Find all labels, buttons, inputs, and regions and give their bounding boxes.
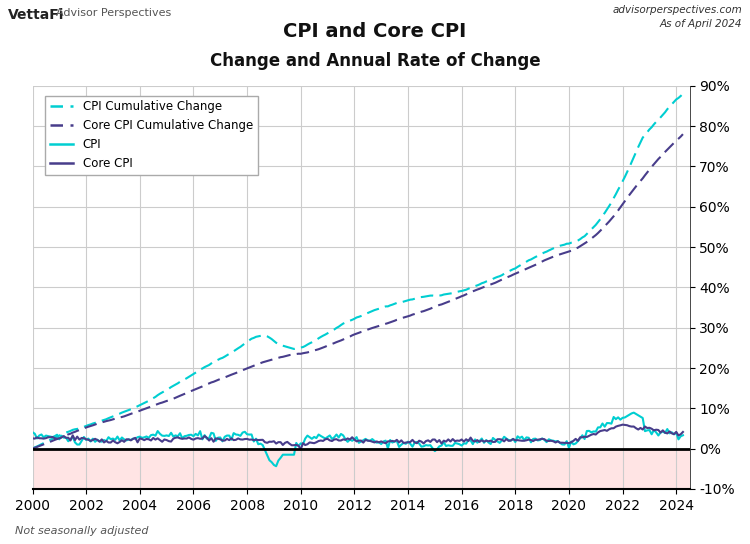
Core CPI <box>618 422 627 428</box>
Text: As of April 2024: As of April 2024 <box>660 19 742 29</box>
CPI <box>365 437 374 444</box>
Core CPI Cumulative Change <box>196 384 205 391</box>
Text: Advisor Perspectives: Advisor Perspectives <box>56 8 172 18</box>
Text: advisorperspectives.com: advisorperspectives.com <box>613 5 742 15</box>
CPI <box>272 463 280 469</box>
Core CPI Cumulative Change <box>679 131 688 138</box>
Line: CPI: CPI <box>32 412 683 466</box>
Core CPI <box>365 437 374 444</box>
Core CPI <box>404 439 412 446</box>
CPI <box>28 429 37 436</box>
Core CPI Cumulative Change <box>668 142 676 149</box>
Text: Change and Annual Rate of Change: Change and Annual Rate of Change <box>210 52 540 70</box>
CPI Cumulative Change <box>200 364 209 370</box>
CPI Cumulative Change <box>28 446 37 452</box>
CPI <box>679 432 688 438</box>
CPI <box>249 438 258 445</box>
Core CPI <box>249 437 258 443</box>
CPI Cumulative Change <box>196 366 205 373</box>
Core CPI Cumulative Change <box>401 314 410 320</box>
CPI Cumulative Change <box>363 310 372 316</box>
CPI Cumulative Change <box>249 335 258 341</box>
Text: CPI and Core CPI: CPI and Core CPI <box>284 22 466 41</box>
Core CPI <box>296 446 305 453</box>
CPI Cumulative Change <box>679 91 688 97</box>
Core CPI <box>196 436 205 442</box>
CPI Cumulative Change <box>668 101 676 108</box>
Core CPI Cumulative Change <box>249 362 258 369</box>
CPI <box>404 438 412 445</box>
CPI <box>629 409 638 416</box>
Line: Core CPI Cumulative Change: Core CPI Cumulative Change <box>32 134 683 449</box>
Legend: CPI Cumulative Change, Core CPI Cumulative Change, CPI, Core CPI: CPI Cumulative Change, Core CPI Cumulati… <box>45 96 258 175</box>
Core CPI <box>200 432 209 439</box>
CPI <box>672 429 681 436</box>
CPI Cumulative Change <box>401 298 410 304</box>
Core CPI <box>28 435 37 442</box>
Core CPI <box>679 429 688 435</box>
Core CPI <box>672 429 681 435</box>
Core CPI Cumulative Change <box>363 326 372 333</box>
Core CPI Cumulative Change <box>200 382 209 388</box>
CPI <box>196 428 205 435</box>
CPI <box>200 432 209 438</box>
Text: VettaFi: VettaFi <box>8 8 64 22</box>
Line: Core CPI: Core CPI <box>32 425 683 449</box>
Bar <box>32 449 690 489</box>
Line: CPI Cumulative Change: CPI Cumulative Change <box>32 94 683 449</box>
Text: Not seasonally adjusted: Not seasonally adjusted <box>15 526 149 536</box>
Core CPI Cumulative Change <box>28 446 37 452</box>
